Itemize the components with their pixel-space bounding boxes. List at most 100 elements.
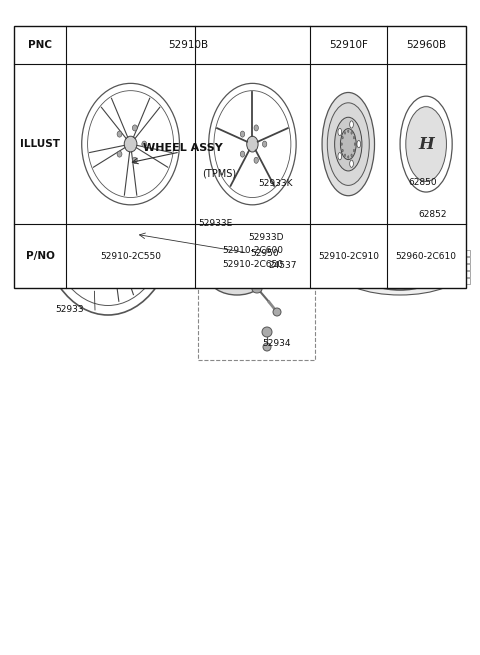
Text: 52910-2C910: 52910-2C910 (318, 252, 379, 261)
Text: 24537: 24537 (268, 261, 297, 269)
Ellipse shape (338, 153, 342, 160)
Ellipse shape (125, 215, 132, 225)
Bar (447, 278, 452, 284)
Ellipse shape (342, 136, 343, 139)
Ellipse shape (273, 308, 281, 316)
Text: 52910-2C550: 52910-2C550 (100, 252, 161, 261)
Ellipse shape (209, 83, 296, 205)
Text: P/NO: P/NO (26, 251, 55, 261)
Ellipse shape (353, 136, 355, 139)
Bar (459, 278, 464, 284)
Bar (447, 250, 452, 256)
Ellipse shape (337, 245, 463, 295)
Ellipse shape (129, 229, 139, 239)
Ellipse shape (209, 259, 265, 295)
Bar (465, 257, 470, 263)
Bar (441, 257, 446, 263)
Bar (447, 264, 452, 270)
Ellipse shape (262, 327, 272, 337)
Bar (447, 271, 452, 277)
Ellipse shape (350, 121, 353, 128)
Ellipse shape (423, 238, 430, 242)
Ellipse shape (375, 250, 382, 255)
Ellipse shape (263, 141, 267, 147)
Ellipse shape (405, 257, 412, 263)
Ellipse shape (252, 285, 262, 293)
Text: 52960-2C610: 52960-2C610 (396, 252, 456, 261)
Bar (441, 278, 446, 284)
Ellipse shape (117, 151, 122, 157)
Bar (459, 250, 464, 256)
Ellipse shape (355, 204, 445, 276)
Ellipse shape (254, 125, 258, 131)
Ellipse shape (342, 149, 343, 152)
Ellipse shape (348, 130, 349, 132)
Text: 52933: 52933 (55, 305, 84, 314)
Ellipse shape (263, 343, 271, 351)
Ellipse shape (240, 151, 245, 157)
Ellipse shape (111, 242, 118, 252)
Text: 52933D: 52933D (248, 233, 284, 242)
Ellipse shape (353, 149, 355, 152)
Ellipse shape (337, 190, 463, 290)
Ellipse shape (82, 83, 180, 205)
Text: 52910F: 52910F (329, 40, 368, 50)
Ellipse shape (214, 90, 291, 198)
Ellipse shape (344, 154, 346, 157)
Ellipse shape (354, 143, 356, 145)
Ellipse shape (351, 154, 352, 157)
Ellipse shape (344, 132, 346, 134)
Text: 52910B: 52910B (168, 40, 208, 50)
Bar (459, 264, 464, 270)
Ellipse shape (351, 132, 352, 134)
Bar (447, 257, 452, 263)
Ellipse shape (400, 96, 452, 192)
Text: 62852: 62852 (418, 210, 446, 219)
Ellipse shape (348, 156, 349, 159)
Ellipse shape (340, 128, 356, 160)
Ellipse shape (322, 92, 374, 196)
Polygon shape (383, 174, 397, 191)
Ellipse shape (254, 157, 258, 163)
Text: 52910-2C650: 52910-2C650 (222, 259, 283, 269)
Bar (441, 250, 446, 256)
Text: 52910-2C600: 52910-2C600 (222, 246, 283, 255)
Ellipse shape (142, 141, 147, 147)
Ellipse shape (88, 233, 95, 241)
Ellipse shape (338, 128, 342, 136)
Ellipse shape (405, 217, 412, 223)
Bar (459, 257, 464, 263)
Bar (465, 264, 470, 270)
Ellipse shape (132, 157, 137, 163)
Ellipse shape (132, 125, 137, 131)
Text: 52933K: 52933K (258, 179, 292, 187)
Ellipse shape (98, 207, 118, 233)
Ellipse shape (406, 107, 446, 181)
Text: 52933E: 52933E (198, 219, 232, 227)
Bar (453, 271, 458, 277)
Text: (TPMS): (TPMS) (202, 169, 236, 179)
Ellipse shape (124, 136, 137, 152)
Ellipse shape (88, 198, 95, 208)
Text: 52960B: 52960B (406, 40, 446, 50)
Text: 52950: 52950 (250, 248, 278, 257)
Text: PNC: PNC (28, 40, 52, 50)
Bar (395, 208, 415, 221)
Text: 52934: 52934 (262, 339, 290, 348)
Bar (465, 271, 470, 277)
Bar (441, 264, 446, 270)
Text: ILLUST: ILLUST (20, 139, 60, 149)
Ellipse shape (335, 117, 362, 171)
Ellipse shape (247, 136, 258, 152)
Ellipse shape (357, 140, 360, 148)
Bar (441, 271, 446, 277)
Ellipse shape (350, 160, 353, 167)
Bar (453, 250, 458, 256)
Bar (465, 250, 470, 256)
Bar (14, 26, 466, 288)
Text: 62850: 62850 (408, 178, 437, 187)
Text: WHEEL ASSY: WHEEL ASSY (143, 143, 223, 153)
Bar (198, 160, 315, 360)
Bar (459, 271, 464, 277)
Ellipse shape (383, 226, 418, 254)
